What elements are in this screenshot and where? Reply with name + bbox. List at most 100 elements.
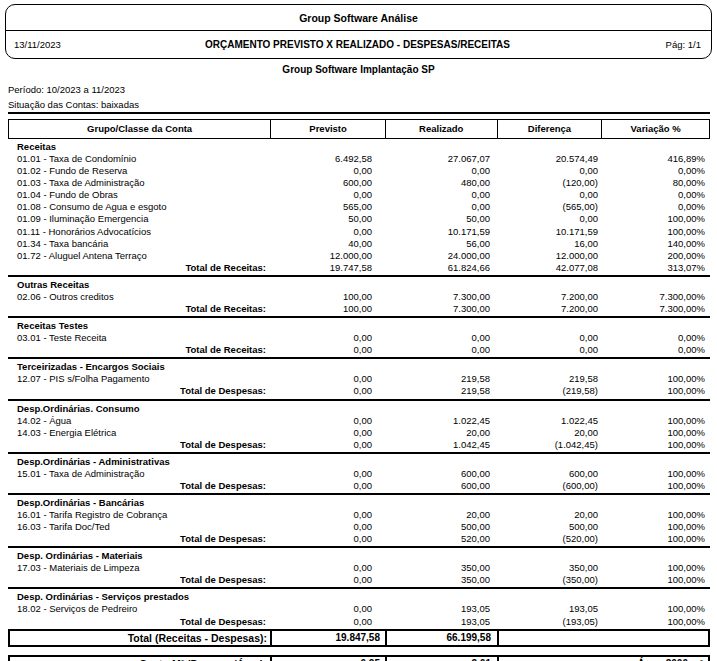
- realizado-cell: 10.171,59: [385, 226, 497, 238]
- diferenca-cell: 20.574,49: [497, 153, 602, 165]
- total-label-cell: Total de Receitas:: [8, 303, 270, 315]
- report-date: 13/11/2023: [14, 39, 164, 50]
- diferenca-cell: (120,00): [497, 177, 602, 189]
- previsto-cell: 600,00: [270, 177, 385, 189]
- column-header-variacao: Variação %: [601, 120, 709, 138]
- previsto-cell: 0,00: [270, 373, 385, 385]
- column-header-realizado: Realizado: [385, 120, 497, 138]
- account-cell: 01.72 - Aluguel Antena Terraço: [8, 250, 270, 262]
- table-row: 01.02 - Fundo de Reserva0,000,000,000,00…: [8, 165, 710, 177]
- realizado-cell: 56,00: [385, 238, 497, 250]
- total-label-cell: Total de Despesas:: [8, 480, 270, 492]
- cost-per-sqm-box: Custo M² (Despesa/Área): -0,25 -2,61 Áre…: [8, 655, 710, 661]
- previsto-cell: 0,00: [270, 616, 385, 628]
- total-label-cell: Total de Despesas:: [8, 385, 270, 397]
- realizado-cell: 20,00: [385, 509, 497, 521]
- previsto-cell: 0,00: [270, 574, 385, 586]
- grand-total-realizado: 66.199,58: [387, 631, 499, 645]
- account-cell: 02.06 - Outros creditos: [8, 291, 270, 303]
- variacao-cell: 100,00%: [602, 226, 710, 238]
- report-period: Período: 10/2023 a 11/2023: [8, 84, 125, 95]
- diferenca-cell: 10.171,59: [497, 226, 602, 238]
- grand-total-box: Total (Receitas - Despesas): 19.847,58 6…: [8, 629, 710, 647]
- table-row: 01.11 - Honorários Advocatícios0,0010.17…: [8, 226, 710, 238]
- column-header-diferenca: Diferença: [497, 120, 602, 138]
- diferenca-cell: 350,00: [497, 562, 602, 574]
- section-header: Desp. Ordinárias - Serviços prestados: [8, 590, 710, 603]
- diferenca-cell: (350,00): [497, 574, 602, 586]
- diferenca-cell: (1.042,45): [497, 439, 602, 451]
- realizado-cell: 1.042,45: [385, 439, 497, 451]
- section-header: Terceirizadas - Encargos Sociais: [8, 360, 710, 373]
- realizado-cell: 193,05: [385, 616, 497, 628]
- realizado-cell: 0,00: [385, 201, 497, 213]
- diferenca-cell: 1.022,45: [497, 415, 602, 427]
- previsto-cell: 0,00: [270, 533, 385, 545]
- diferenca-cell: 12.000,00: [497, 250, 602, 262]
- previsto-cell: 19.747,58: [270, 262, 385, 274]
- realizado-cell: 7.300,00: [385, 303, 497, 315]
- cost-per-sqm-label: Custo M² (Despesa/Área):: [10, 657, 272, 661]
- realizado-cell: 0,00: [385, 344, 497, 356]
- diferenca-cell: (219,58): [497, 385, 602, 397]
- grand-total-previsto: 19.847,58: [272, 631, 387, 645]
- diferenca-cell: 0,00: [497, 165, 602, 177]
- previsto-cell: 6.492,58: [270, 153, 385, 165]
- variacao-cell: 0,00%: [602, 165, 710, 177]
- report-table-body: Receitas01.01 - Taxa de Condomínio6.492,…: [8, 140, 710, 628]
- account-cell: 14.03 - Energia Elétrica: [8, 427, 270, 439]
- previsto-cell: 0,00: [270, 468, 385, 480]
- table-row: 01.04 - Fundo de Obras0,000,000,000,00%: [8, 189, 710, 201]
- variacao-cell: 100,00%: [602, 562, 710, 574]
- section-divider: [8, 493, 710, 495]
- diferenca-cell: 0,00: [497, 213, 602, 225]
- section-header: Desp.Ordinárias. Consumo: [8, 402, 710, 415]
- table-row: 14.02 - Água0,001.022,451.022,45100,00%: [8, 415, 710, 427]
- diferenca-cell: 42.077,08: [497, 262, 602, 274]
- previsto-cell: 565,00: [270, 201, 385, 213]
- table-row: 01.72 - Aluguel Antena Terraço12.000,002…: [8, 250, 710, 262]
- table-row: 01.09 - Iluminação Emergencia50,0050,000…: [8, 213, 710, 225]
- account-cell: 14.02 - Água: [8, 415, 270, 427]
- account-cell: 03.01 - Teste Receita: [8, 332, 270, 344]
- report-table: Grupo/Classe da Conta Previsto Realizado…: [8, 119, 710, 661]
- previsto-cell: 12.000,00: [270, 250, 385, 262]
- page-indicator: Pág: 1/1: [551, 39, 701, 50]
- previsto-cell: 50,00: [270, 213, 385, 225]
- previsto-cell: 0,00: [270, 332, 385, 344]
- account-status: Situação das Contas: baixadas: [8, 99, 139, 110]
- diferenca-cell: 0,00: [497, 189, 602, 201]
- section-divider: [8, 399, 710, 401]
- report-title-row: 13/11/2023 ORÇAMENTO PREVISTO X REALIZAD…: [6, 31, 711, 58]
- diferenca-cell: (600,00): [497, 480, 602, 492]
- variacao-cell: 100,00%: [602, 468, 710, 480]
- variacao-cell: 100,00%: [602, 480, 710, 492]
- variacao-cell: 200,00%: [602, 250, 710, 262]
- realizado-cell: 24.000,00: [385, 250, 497, 262]
- diferenca-cell: 219,58: [497, 373, 602, 385]
- total-label-cell: Total de Despesas:: [8, 574, 270, 586]
- diferenca-cell: 600,00: [497, 468, 602, 480]
- section-header: Receitas: [8, 140, 710, 153]
- cost-per-sqm-realizado: -2,61: [387, 657, 499, 661]
- account-cell: 01.01 - Taxa de Condomínio: [8, 153, 270, 165]
- previsto-cell: 0,00: [270, 521, 385, 533]
- report-subtitle: Group Software Implantação SP: [0, 64, 717, 75]
- diferenca-cell: 16,00: [497, 238, 602, 250]
- realizado-cell: 219,58: [385, 385, 497, 397]
- variacao-cell: 100,00%: [602, 603, 710, 615]
- total-label-cell: Total de Despesas:: [8, 533, 270, 545]
- account-cell: 01.11 - Honorários Advocatícios: [8, 226, 270, 238]
- account-cell: 12.07 - PIS s/Folha Pagamento: [8, 373, 270, 385]
- total-label-cell: Total de Despesas:: [8, 616, 270, 628]
- table-row: 01.03 - Taxa de Administração600,00480,0…: [8, 177, 710, 189]
- previsto-cell: 0,00: [270, 509, 385, 521]
- section-header: Outras Receitas: [8, 278, 710, 291]
- grand-total-spacer: [499, 631, 708, 645]
- variacao-cell: 80,00%: [602, 177, 710, 189]
- variacao-cell: 100,00%: [602, 415, 710, 427]
- previsto-cell: 0,00: [270, 189, 385, 201]
- previsto-cell: 0,00: [270, 344, 385, 356]
- diferenca-cell: 20,00: [497, 509, 602, 521]
- table-row: 16.01 - Tarifa Registro de Cobrança0,002…: [8, 509, 710, 521]
